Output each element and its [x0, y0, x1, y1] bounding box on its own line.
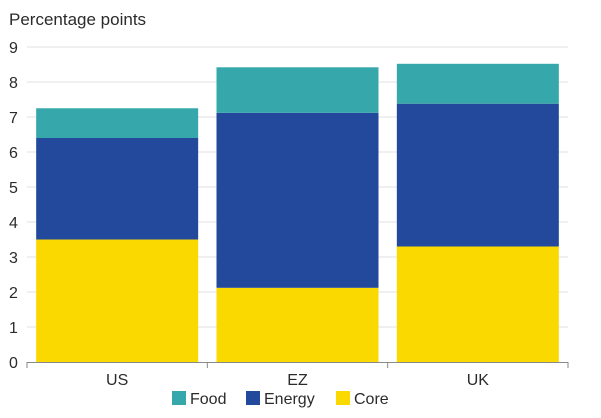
x-tick-label: UK [467, 372, 490, 389]
axes: 0 1 2 3 4 5 6 7 8 9 US EZ UK [9, 40, 569, 389]
legend-label-food: Food [190, 391, 226, 408]
bar-segment-core-ez [216, 287, 379, 362]
legend-swatch-core [336, 391, 350, 405]
x-tick-label: EZ [287, 372, 308, 389]
legend-label-energy: Energy [264, 391, 315, 408]
x-tick-label: US [106, 372, 128, 389]
y-tick-label: 5 [9, 180, 18, 197]
legend-label-core: Core [354, 391, 389, 408]
y-tick-label: 1 [9, 320, 18, 337]
y-tick-label: 3 [9, 250, 18, 267]
bar-segment-food-uk [396, 63, 559, 104]
y-tick-label: 6 [9, 145, 18, 162]
y-tick-label: 2 [9, 285, 18, 302]
y-tick-label: 8 [9, 75, 18, 92]
bar-segment-core-uk [396, 246, 559, 362]
legend: Food Energy Core [172, 391, 389, 408]
bars [36, 63, 559, 362]
y-tick-label: 4 [9, 215, 18, 232]
bar-segment-energy-ez [216, 112, 379, 288]
y-tick-label: 9 [9, 40, 18, 57]
bar-segment-core-us [36, 239, 199, 362]
legend-swatch-food [172, 391, 186, 405]
y-tick-label: 7 [9, 110, 18, 127]
bar-segment-energy-us [36, 138, 199, 240]
y-tick-label: 0 [9, 355, 18, 372]
bar-segment-energy-uk [396, 103, 559, 247]
legend-swatch-energy [246, 391, 260, 405]
bar-segment-food-ez [216, 67, 379, 113]
bar-segment-food-us [36, 108, 199, 138]
y-axis-label: Percentage points [9, 10, 146, 29]
